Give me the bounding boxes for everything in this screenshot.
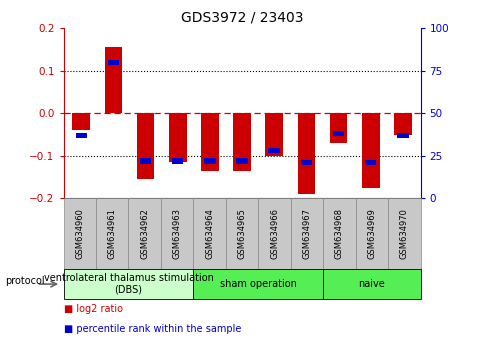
Text: GSM634964: GSM634964 — [204, 208, 214, 259]
Bar — [75, 133, 87, 138]
Text: ventrolateral thalamus stimulation
(DBS): ventrolateral thalamus stimulation (DBS) — [43, 273, 213, 295]
Text: naive: naive — [358, 279, 385, 289]
Text: GSM634966: GSM634966 — [269, 208, 279, 259]
Text: GSM634961: GSM634961 — [107, 208, 117, 259]
Text: protocol: protocol — [5, 275, 44, 286]
Bar — [201, 113, 218, 171]
Bar — [140, 158, 151, 164]
Text: GSM634965: GSM634965 — [237, 208, 246, 259]
Bar — [137, 113, 154, 179]
Bar — [332, 131, 344, 136]
Bar — [393, 113, 411, 135]
Bar — [203, 158, 215, 164]
Bar — [72, 113, 90, 130]
Text: GSM634960: GSM634960 — [75, 208, 84, 259]
Text: ■ percentile rank within the sample: ■ percentile rank within the sample — [63, 324, 241, 334]
Text: GSM634968: GSM634968 — [334, 208, 343, 259]
Bar — [265, 113, 283, 156]
Text: GSM634970: GSM634970 — [399, 208, 408, 259]
Bar — [396, 133, 408, 138]
Text: GSM634962: GSM634962 — [140, 208, 149, 259]
Bar — [268, 148, 280, 153]
Bar — [329, 113, 346, 143]
Text: sham operation: sham operation — [220, 279, 296, 289]
Bar — [233, 113, 250, 171]
Text: GSM634963: GSM634963 — [172, 208, 181, 259]
Text: GSM634969: GSM634969 — [366, 208, 376, 259]
Bar — [300, 160, 311, 165]
Bar — [104, 47, 122, 113]
Bar — [297, 113, 315, 194]
Bar — [172, 158, 183, 164]
Text: ■ log2 ratio: ■ log2 ratio — [63, 304, 122, 314]
Bar — [107, 59, 119, 65]
Bar — [364, 160, 376, 165]
Bar — [168, 113, 186, 162]
Bar — [236, 158, 247, 164]
Bar — [361, 113, 379, 188]
Text: GSM634967: GSM634967 — [302, 208, 311, 259]
Title: GDS3972 / 23403: GDS3972 / 23403 — [181, 10, 303, 24]
